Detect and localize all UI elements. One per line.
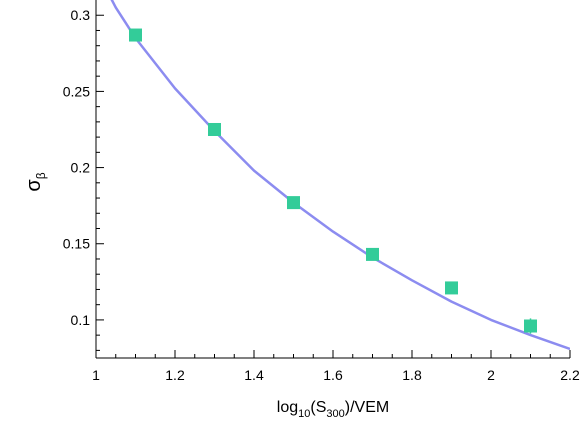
y-axis-title: σβ xyxy=(23,172,48,191)
y-tick-label: 0.25 xyxy=(63,83,90,99)
data-point xyxy=(445,281,458,295)
y-tick-label: 0.1 xyxy=(71,312,91,328)
fit-curve xyxy=(110,0,570,351)
x-axis: 1 1.2 1.4 1.6 1.8 2 2.2 xyxy=(92,350,580,383)
x-tick-label: 1.6 xyxy=(323,367,343,383)
y-tick-label: 0.3 xyxy=(71,7,91,23)
x-tick-label: 1.4 xyxy=(244,367,264,383)
x-tick-label: 1 xyxy=(92,367,100,383)
x-tick-label: 2 xyxy=(487,367,495,383)
x-tick-label: 1.8 xyxy=(402,367,422,383)
y-axis: 0.1 0.15 0.2 0.25 0.3 xyxy=(63,0,104,358)
y-tick-label: 0.15 xyxy=(63,236,90,252)
x-axis-title: log10(S300)/VEM xyxy=(277,399,389,420)
plot-area xyxy=(110,0,570,351)
data-point xyxy=(287,196,300,210)
x-tick-label: 2.2 xyxy=(560,367,580,383)
y-tick-label: 0.2 xyxy=(71,160,91,176)
data-point xyxy=(524,319,537,333)
x-tick-label: 1.2 xyxy=(165,367,185,383)
data-point xyxy=(129,28,142,42)
data-point xyxy=(366,247,379,261)
data-point xyxy=(208,122,221,136)
